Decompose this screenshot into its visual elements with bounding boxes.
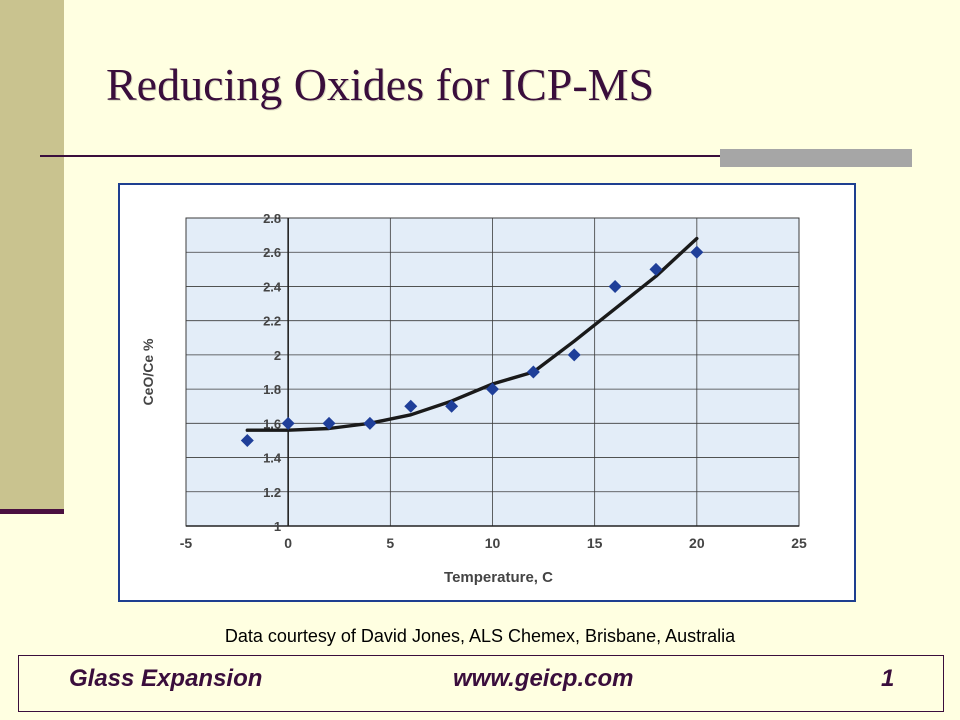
x-tick-label: 5 (386, 535, 394, 551)
x-tick-label: 15 (587, 535, 603, 551)
footer-page-number: 1 (881, 665, 895, 692)
data-point-marker (322, 416, 336, 430)
y-tick-label: 1 (274, 519, 281, 534)
y-tick-label: 2.2 (263, 314, 281, 329)
slide-title: Reducing Oxides for ICP-MS (106, 59, 655, 110)
data-point-marker (445, 399, 459, 413)
left-decor-bar (0, 0, 64, 512)
y-tick-label: 1.2 (263, 485, 281, 500)
y-tick-label: 2.4 (263, 279, 282, 294)
x-tick-label: -5 (180, 535, 193, 551)
footer-bar: Glass Expansion www.geicp.com 1 (18, 655, 944, 712)
y-tick-label: 1.4 (263, 451, 282, 466)
y-tick-label: 1.8 (263, 382, 281, 397)
y-tick-label: 1.6 (263, 416, 281, 431)
data-point-marker (526, 365, 540, 379)
data-point-marker (486, 382, 499, 396)
x-tick-label: 25 (791, 535, 807, 551)
x-axis-label: Temperature, C (444, 569, 553, 586)
title-underline-accent (720, 149, 912, 167)
data-point-marker (281, 416, 295, 430)
data-point-marker (404, 399, 418, 413)
ceo-temperature-chart: 1 1.2 1.4 1.6 1.8 2 2.2 2.4 2.6 2.8 -5 0 5 10 15 20 25 T… (140, 211, 807, 586)
y-tick-label: 2.8 (263, 211, 281, 226)
data-point-marker (608, 279, 622, 293)
left-decor-bar-cap (0, 509, 64, 514)
title-underline (40, 155, 912, 157)
fit-line-layer (245, 236, 699, 432)
x-tick-label: 0 (284, 535, 292, 551)
axes (185, 217, 800, 527)
data-point-marker (690, 245, 704, 259)
marker-layer (240, 245, 704, 447)
data-credit-caption: Data courtesy of David Jones, ALS Chemex… (224, 626, 736, 646)
data-point-marker (649, 262, 663, 276)
data-point-marker (567, 348, 581, 362)
footer-website-link[interactable]: www.geicp.com (453, 665, 634, 692)
y-tick-label: 2.6 (263, 245, 281, 260)
fit-curve (245, 236, 699, 432)
data-point-marker (363, 416, 377, 430)
tick-labels: 1 1.2 1.4 1.6 1.8 2 2.2 2.4 2.6 2.8 -5 0 5 10 15 20 25 (180, 211, 807, 551)
y-tick-label: 2 (274, 348, 281, 363)
footer-company: Glass Expansion (69, 665, 263, 692)
chart-frame: 1 1.2 1.4 1.6 1.8 2 2.2 2.4 2.6 2.8 -5 0 5 10 15 20 25 T… (118, 183, 856, 602)
x-tick-label: 10 (485, 535, 501, 551)
data-point-marker (240, 433, 254, 447)
x-tick-label: 20 (689, 535, 705, 551)
y-axis-label: CeO/Ce % (140, 338, 156, 405)
